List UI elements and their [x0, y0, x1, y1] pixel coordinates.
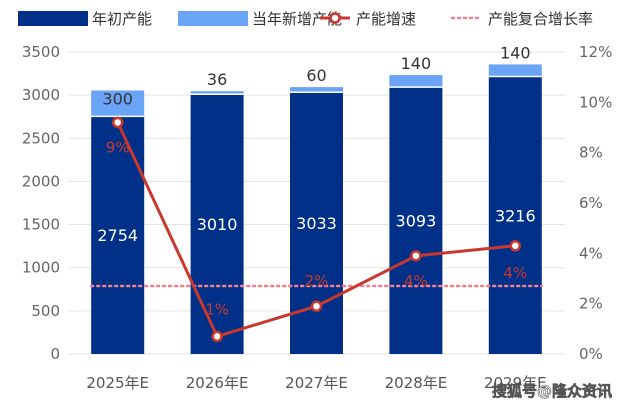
growth-rate-label: 4%	[503, 264, 527, 282]
right-axis: 0% 2% 4% 6% 8% 10% 12%	[579, 43, 612, 363]
growth-rate-point	[111, 116, 124, 129]
right-tick-label: 10%	[579, 93, 612, 111]
left-tick-label: 0	[50, 345, 60, 363]
bar-added-label: 300	[102, 89, 133, 108]
bar-base-label: 3093	[396, 212, 437, 231]
right-tick-label: 12%	[579, 43, 612, 61]
growth-rate-point	[211, 330, 223, 343]
bar-base	[190, 94, 244, 354]
growth-rate-label: 2%	[305, 272, 329, 290]
legend-swatch	[178, 11, 248, 26]
right-tick-label: 6%	[579, 194, 603, 212]
bar-labels: 2754 300 3010 36 3033 60 3093 140 3216 140	[97, 43, 535, 245]
growth-rate-labels: 9% 1% 2% 4% 4%	[106, 138, 527, 318]
bar-added-label: 60	[306, 66, 326, 85]
bar-base-label: 3033	[296, 214, 337, 233]
right-tick-label: 0%	[579, 345, 603, 363]
left-axis: 0 500 1000 1500 2000 2500 3000 3500	[22, 43, 60, 363]
bar-base-label: 3010	[197, 215, 238, 234]
left-tick-label: 2500	[22, 129, 60, 147]
bar-added-label: 36	[207, 70, 227, 89]
bar-base	[488, 76, 542, 355]
legend-label: 当年新增产能	[252, 10, 342, 28]
left-tick-label: 3000	[22, 86, 60, 104]
bar-added-label: 140	[401, 54, 432, 73]
growth-rate-point	[410, 250, 422, 262]
growth-rate-label: 4%	[404, 272, 428, 290]
x-tick-label: 2028年E	[385, 374, 448, 392]
bar-base-label: 3216	[495, 206, 536, 225]
bar-added-label: 140	[500, 43, 531, 62]
right-tick-label: 4%	[579, 244, 603, 262]
right-tick-label: 8%	[579, 144, 603, 162]
bar-base-label: 2754	[97, 226, 138, 245]
watermark: 搜狐号@隆众资讯	[492, 382, 613, 401]
right-tick-label: 2%	[579, 295, 603, 313]
legend: 年初产能 当年新增产能 产能增速 产能复合增长率	[18, 10, 593, 28]
left-tick-label: 2000	[22, 172, 60, 190]
x-tick-label: 2025年E	[86, 374, 149, 392]
bar-added	[190, 91, 244, 95]
growth-rate-point	[310, 300, 323, 312]
bar-added	[389, 75, 443, 88]
left-tick-label: 1000	[22, 259, 60, 277]
x-axis: 2025年E 2026年E 2027年E 2028年E 2029年E	[86, 374, 546, 392]
growth-rate-label: 1%	[205, 300, 229, 318]
bar-base	[389, 87, 443, 354]
bar-added	[488, 64, 542, 77]
watermark-text: 搜狐号@隆众资讯	[492, 382, 612, 400]
bar-base	[91, 116, 145, 354]
left-tick-label: 500	[31, 302, 60, 320]
legend-label: 产能增速	[356, 10, 416, 28]
bar-added	[91, 90, 145, 117]
legend-label: 年初产能	[92, 10, 152, 28]
legend-marker	[329, 12, 341, 24]
legend-swatch	[18, 11, 88, 26]
growth-rate-line	[111, 116, 522, 343]
legend-label: 产能复合增长率	[488, 10, 593, 28]
left-tick-label: 3500	[22, 43, 60, 61]
bar-added	[290, 87, 343, 93]
left-tick-label: 1500	[22, 216, 60, 234]
x-tick-label: 2027年E	[285, 374, 348, 392]
growth-rate-point	[509, 240, 522, 252]
x-tick-label: 2029年E	[484, 374, 547, 392]
bars	[91, 64, 542, 355]
growth-rate-label: 9%	[106, 138, 130, 156]
x-tick-label: 2026年E	[186, 374, 249, 392]
